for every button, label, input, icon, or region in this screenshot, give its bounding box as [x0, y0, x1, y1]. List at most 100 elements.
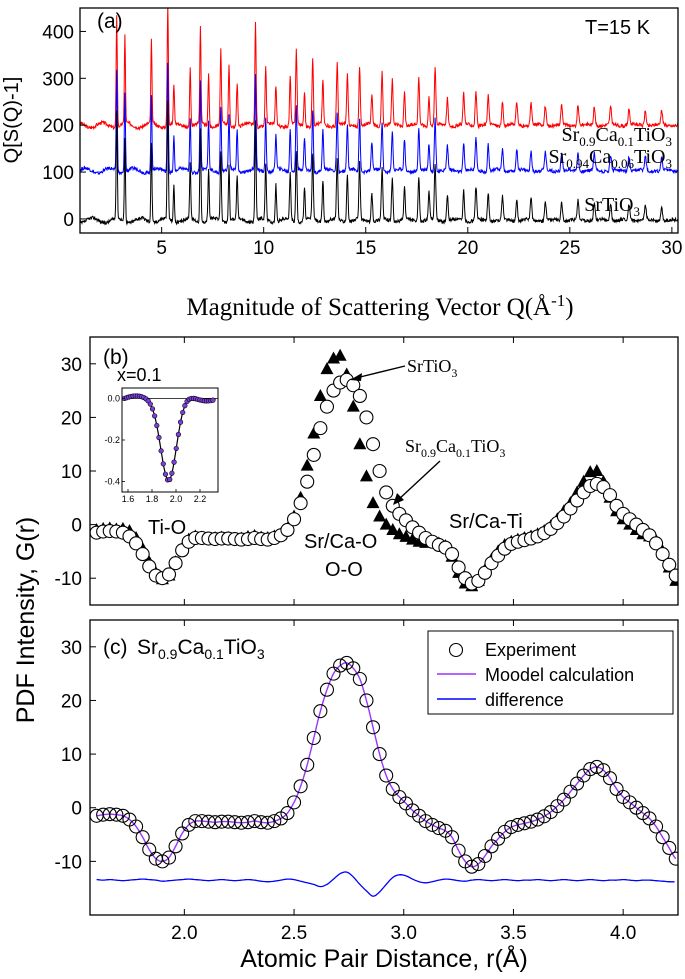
srca-arrowhead	[393, 493, 404, 505]
experiment-point	[425, 817, 440, 832]
data-point-circle	[352, 388, 367, 404]
subscript: 0.06	[611, 156, 634, 171]
x-tick-label: 5	[156, 238, 167, 259]
panel-c-plot-area	[90, 655, 678, 897]
x-tick-label: 4.0	[610, 923, 636, 944]
experiment-point	[333, 658, 348, 673]
experiment-point	[306, 730, 321, 746]
inset-data-point	[152, 413, 158, 419]
series-line-1	[80, 62, 678, 176]
y-tick-label: 300	[42, 69, 74, 90]
experiment-point	[115, 808, 130, 823]
panel-c-label: (c)	[103, 636, 128, 659]
subscript: 0.9	[421, 446, 436, 460]
inset-x-tick-label: 1.8	[146, 494, 159, 504]
inset-data-point	[156, 434, 162, 441]
y-tick-label: 0	[63, 210, 74, 231]
experiment-point	[662, 840, 677, 856]
experiment-point	[109, 807, 124, 822]
panel-c-compound: Sr0.9Ca0.1TiO3	[137, 636, 265, 662]
experiment-point	[129, 819, 144, 834]
inset-x-tick-label: 2.2	[194, 494, 207, 504]
x-tick-label: 3.5	[500, 923, 526, 944]
subscript: 3	[499, 446, 505, 460]
text-part: Sr/Ca-O	[304, 531, 377, 553]
subscript: 3	[634, 204, 641, 219]
data-point-triangle	[366, 496, 380, 509]
y-tick-label: 0	[71, 516, 82, 537]
panel-c-frame	[89, 619, 679, 916]
data-point-circle	[477, 565, 492, 580]
inset-data-point	[169, 470, 175, 476]
inset-data-point	[173, 445, 179, 452]
srca-annotation: Sr0.9Ca0.1TiO3	[405, 436, 505, 460]
panel-b-inset: x=0.1 1.6 1.8 2.0 2.2 0.0 -0.2 -0.4	[104, 365, 219, 504]
y-tick-label: -10	[55, 852, 82, 873]
experiment-point	[649, 819, 664, 834]
data-point-triangle	[346, 399, 360, 412]
text-part: Ti-O	[148, 517, 186, 539]
data-point-triangle	[590, 464, 604, 476]
xlabel-sup: -1	[551, 291, 565, 310]
panel-c-ticks: 2.0 2.5 3.0 3.5 4.0 -10 0 10 20 30	[55, 620, 636, 944]
subscript: 0.1	[618, 134, 634, 149]
text-part: Sr	[548, 146, 566, 168]
data-point-circle	[379, 485, 394, 500]
y-tick-label: 20	[61, 408, 82, 429]
legend-marker-experiment	[448, 642, 464, 658]
series-label-0: Sr0.9Ca0.1TiO3	[561, 124, 672, 149]
srca-o-annotation: Sr/Ca-O	[304, 531, 377, 553]
experiment-point	[286, 795, 302, 810]
text-part: O-O	[325, 559, 363, 581]
experiment-point	[300, 757, 315, 772]
inset-data-point	[182, 403, 188, 409]
inset-data-point	[154, 422, 160, 429]
experiment-point	[510, 817, 525, 832]
subscript: 0.1	[204, 646, 224, 662]
series-label-1: Sr0.94Ca0.06TiO3	[548, 146, 672, 171]
subscript: 3	[666, 134, 673, 149]
data-point-circle	[280, 522, 295, 538]
xlabel-close: )	[565, 294, 573, 321]
panel-c-xlabel: Atomic Pair Distance, r(Å)	[240, 943, 528, 973]
panel-c-title: (c) Sr0.9Ca0.1TiO3	[103, 636, 265, 662]
inset-y-tick-label: -0.4	[104, 477, 120, 487]
experiment-point	[372, 747, 387, 762]
experiment-point	[346, 661, 361, 676]
shared-ylabel: PDF Intensity, G(r)	[12, 517, 40, 724]
text-part: TiO	[471, 436, 499, 456]
experiment-point	[280, 806, 295, 821]
experiment-point	[135, 830, 150, 845]
text-part: Ca	[589, 146, 611, 168]
inset-data-point	[175, 431, 181, 438]
data-point-circle	[161, 567, 177, 582]
inset-frame	[121, 387, 219, 493]
x-tick-label: 25	[559, 238, 580, 259]
panel-c-legend: Experiment Moodel calculation difference	[427, 630, 674, 715]
x-tick-label: 30	[661, 238, 682, 259]
data-point-triangle	[333, 348, 347, 361]
inset-data-point	[149, 406, 156, 412]
panel-a-label: (a)	[97, 10, 123, 33]
experiment-point	[655, 830, 670, 845]
xlabel-unit: Å	[533, 294, 551, 321]
y-tick-label: 20	[61, 691, 82, 712]
experiment-point	[602, 771, 618, 786]
data-point-triangle	[313, 388, 327, 401]
data-point-circle	[300, 474, 315, 489]
y-tick-label: 0	[71, 799, 82, 820]
data-point-circle	[365, 437, 381, 452]
data-point-triangle	[386, 522, 400, 535]
series-label-2: SrTiO3	[584, 194, 640, 219]
text-part: Ca	[596, 124, 618, 146]
data-point-circle	[668, 568, 678, 583]
data-point-circle	[306, 447, 321, 462]
experiment-point	[168, 839, 183, 854]
inset-data-point	[171, 459, 177, 465]
panel-a-frame	[79, 7, 679, 234]
experiment-point	[668, 851, 678, 866]
text-part: Sr	[561, 124, 579, 146]
